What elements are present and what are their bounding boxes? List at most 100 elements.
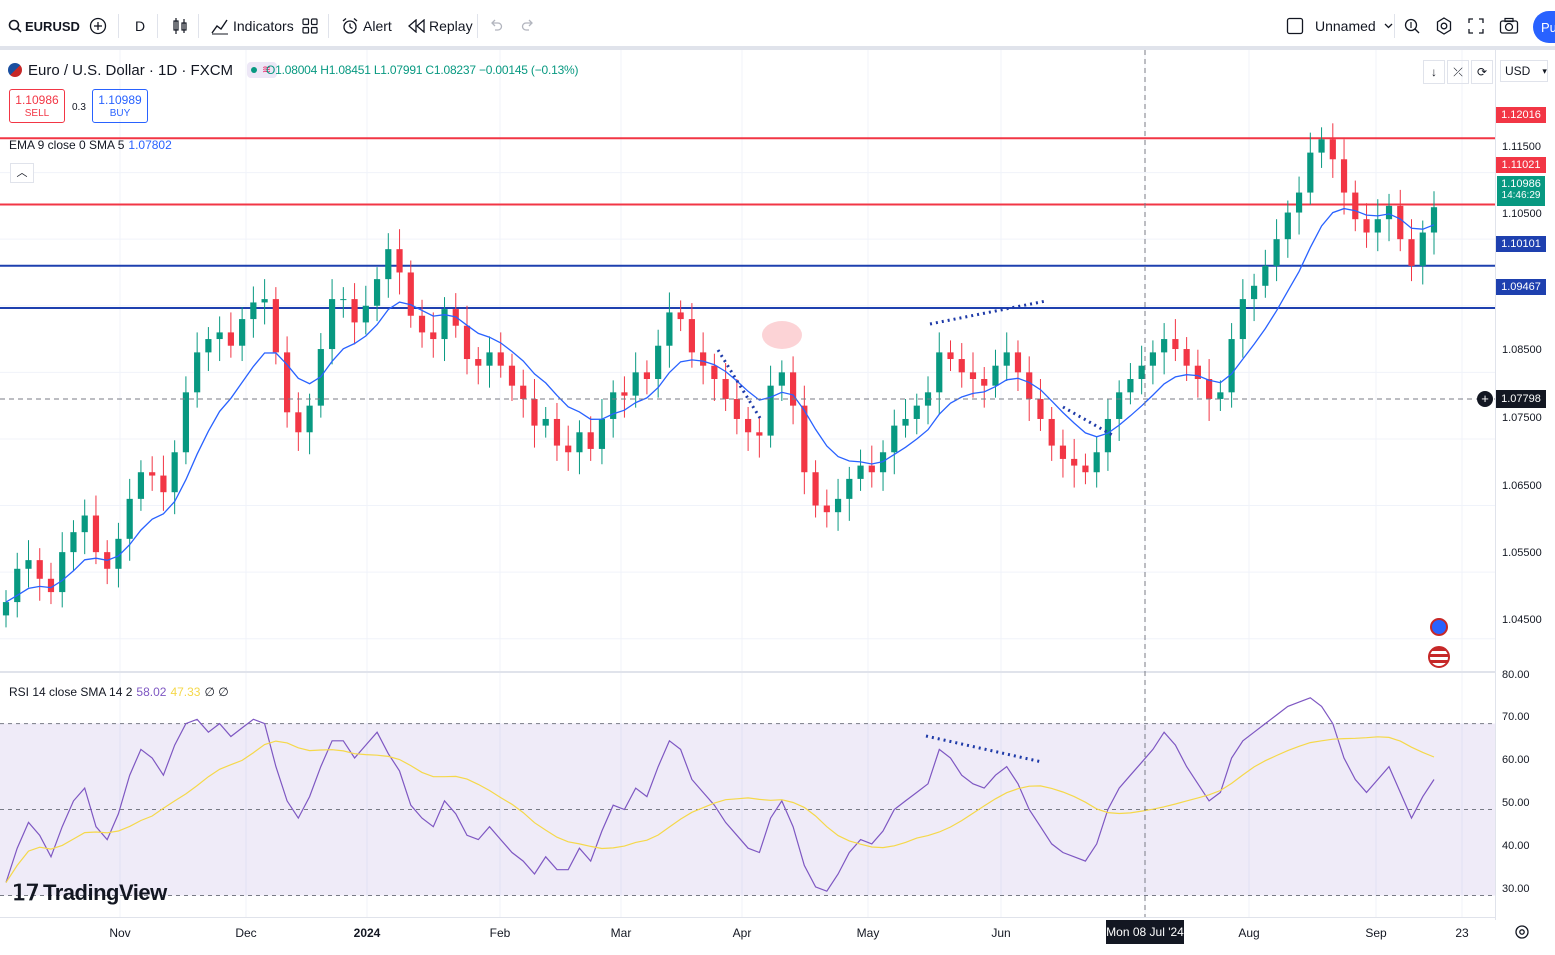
candle-body [463, 325, 471, 360]
reset-scale-button[interactable]: ⟳ [1471, 60, 1493, 84]
candle-body [115, 538, 122, 569]
candle-body [857, 465, 864, 479]
candle-body [430, 332, 437, 340]
quick-search-icon [1403, 17, 1421, 35]
collapse-icon: ⤫ [1453, 65, 1463, 79]
candle-body [227, 332, 234, 346]
candle-body [846, 478, 853, 499]
candle-body [643, 372, 651, 380]
candle-body [137, 472, 145, 499]
candle-body [171, 452, 178, 493]
gear-icon [1435, 17, 1453, 35]
fullscreen-button[interactable] [1468, 14, 1484, 38]
candle-body [1397, 205, 1404, 240]
candle-body [340, 299, 347, 301]
candle-body [396, 249, 403, 273]
candle-body [1082, 465, 1089, 473]
candle-body [1026, 372, 1033, 399]
candle-body [677, 312, 684, 320]
compare-button[interactable] [89, 14, 107, 38]
last-price-box: 1.10986 14:46:29 [1497, 176, 1545, 206]
event-marker-icon[interactable] [1430, 618, 1448, 636]
chart-type-button[interactable] [172, 14, 188, 38]
candle-body [868, 465, 875, 473]
candle-body [542, 418, 549, 426]
templates-button[interactable] [302, 14, 318, 38]
candle-body [1172, 339, 1179, 350]
refresh-icon: ⟳ [1476, 65, 1488, 79]
ema-legend[interactable]: EMA 9 close 0 SMA 5 1.07802 [9, 138, 172, 152]
price-label-mid: 1.11021 [1496, 157, 1546, 173]
candle-body [1003, 352, 1010, 366]
collapse-pane-button[interactable]: ⤫ [1447, 60, 1469, 84]
candle-body [1217, 392, 1224, 399]
buy-price: 1.10989 [98, 93, 142, 107]
rsi-tick-label: 50.00 [1502, 797, 1530, 809]
candle-body [59, 552, 66, 593]
snapshot-button[interactable] [1499, 14, 1519, 38]
candle-body [328, 299, 336, 350]
crosshair-plus-button[interactable]: + [1477, 391, 1493, 407]
publish-button[interactable]: Pu [1533, 11, 1555, 43]
candle-body [1138, 365, 1145, 380]
buy-button[interactable]: 1.10989 BUY [92, 89, 148, 123]
tradingview-logo: 𝟣𝟩 TradingView [12, 880, 167, 906]
rsi-legend[interactable]: RSI 14 close SMA 14 2 58.02 47.33 ∅ ∅ [9, 685, 229, 699]
layout-menu-button[interactable]: Unnamed [1286, 14, 1393, 38]
candle-body [565, 445, 572, 453]
alert-button[interactable]: Alert [341, 14, 392, 38]
layout-square-icon [1286, 17, 1304, 35]
add-circle-icon [89, 17, 107, 35]
settings-button[interactable] [1435, 14, 1453, 38]
fullscreen-icon [1468, 18, 1484, 34]
arrow-down-icon: ↓ [1431, 65, 1437, 79]
indicators-button[interactable]: Indicators [211, 14, 294, 38]
currency-selector[interactable]: USD ▾ [1500, 60, 1548, 82]
price-axis[interactable] [1495, 50, 1555, 920]
candle-body [441, 309, 448, 340]
price-label-blue1: 1.10101 [1496, 236, 1546, 252]
trendline-drawing [716, 349, 762, 419]
candle-body [1374, 219, 1381, 233]
scroll-down-button[interactable]: ↓ [1423, 60, 1445, 84]
candle-body [25, 560, 32, 569]
candle-body [47, 578, 55, 593]
candle-body [126, 498, 133, 539]
alarm-clock-icon [341, 17, 359, 35]
candle-body [284, 352, 291, 413]
time-axis[interactable] [0, 917, 1495, 950]
rewind-icon [408, 19, 426, 33]
time-tick-label: May [856, 926, 880, 940]
quick-search-button[interactable] [1403, 14, 1421, 38]
candle-body [1307, 152, 1314, 193]
candle-body [576, 432, 583, 453]
interval-button[interactable]: D [135, 18, 146, 34]
candle-body [1127, 379, 1134, 393]
replay-button[interactable]: Replay [408, 14, 473, 38]
price-tick-label: 1.11500 [1502, 141, 1541, 153]
candle-body [958, 359, 965, 373]
symbol-search[interactable]: EURUSD [8, 14, 80, 38]
us-flag-icon[interactable] [1428, 646, 1450, 668]
currency-flag-icon [8, 63, 22, 77]
symbol-title: Euro / U.S. Dollar · 1D · FXCM [28, 61, 234, 79]
candle-body [81, 515, 88, 533]
rsi-trendline-drawing [925, 734, 1043, 764]
time-tick-label: Dec [235, 926, 257, 940]
collapse-legend-button[interactable]: ︿ [10, 163, 34, 183]
redo-button[interactable] [521, 14, 535, 38]
candle-body [1228, 339, 1235, 393]
sell-button[interactable]: 1.10986 SELL [9, 89, 65, 123]
time-tick-label: Nov [109, 926, 131, 940]
price-chart[interactable] [0, 50, 1495, 917]
axis-settings-button[interactable] [1514, 924, 1532, 942]
candle-body [14, 568, 21, 603]
crosshair-date-label: Mon 08 Jul '24 [1106, 920, 1184, 944]
time-tick-label: Jun [991, 926, 1011, 940]
gear-icon [1514, 925, 1530, 944]
candle-body [306, 405, 313, 433]
time-tick-label: 2024 [353, 926, 381, 940]
candle-body [1104, 418, 1112, 453]
currency-label: USD [1505, 64, 1531, 78]
undo-button[interactable] [489, 14, 503, 38]
